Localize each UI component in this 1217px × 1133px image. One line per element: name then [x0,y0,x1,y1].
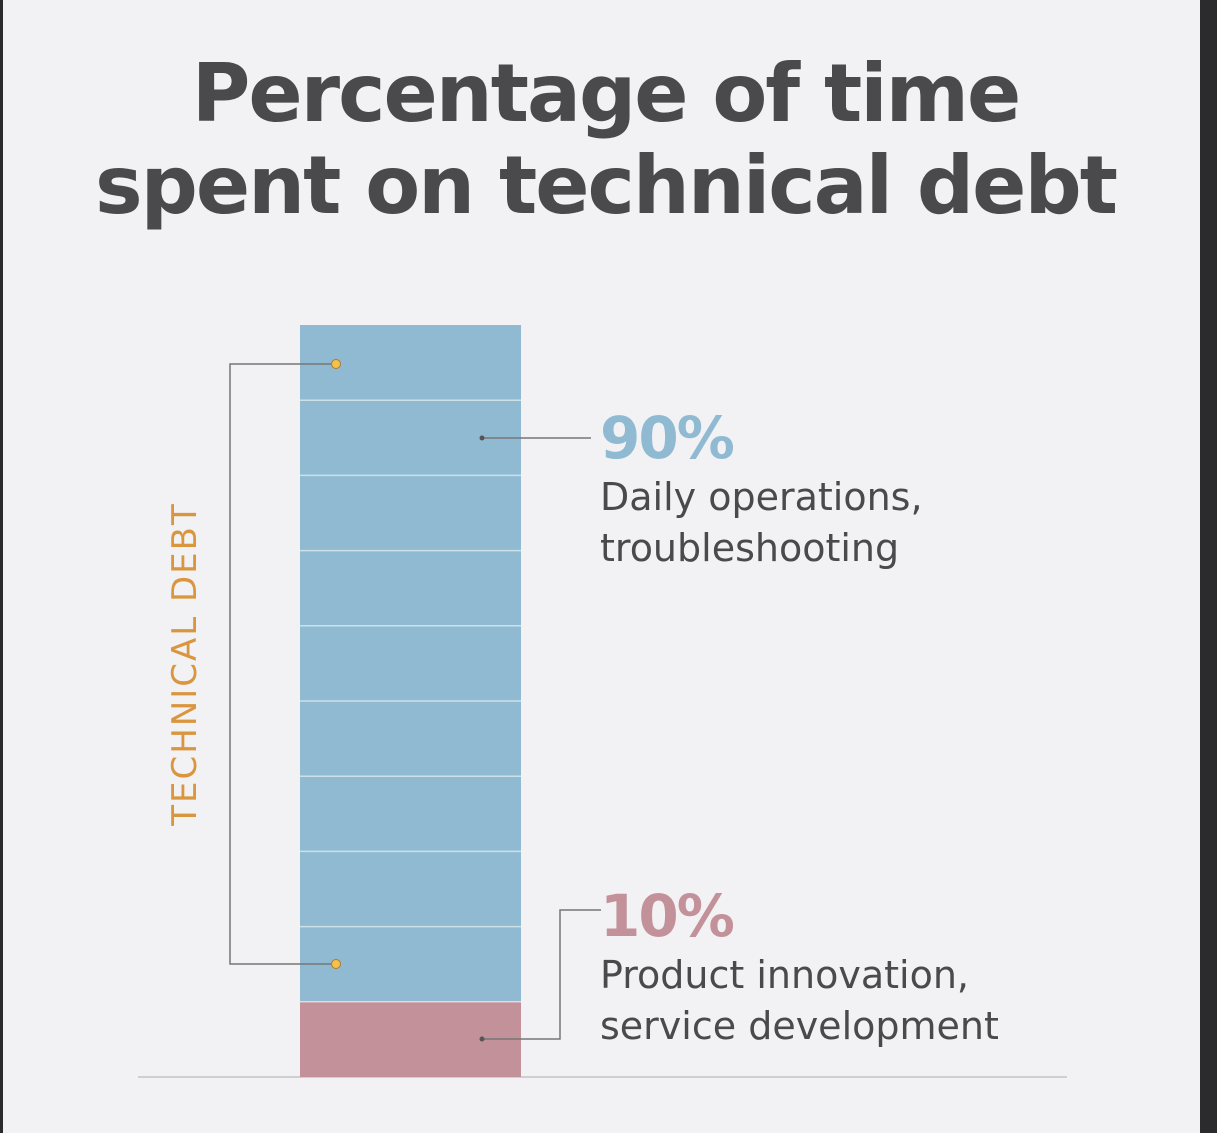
stacked-bar-chart: TECHNICAL DEBT 90% Daily operations, tro… [138,325,1067,1078]
chart-title: Percentage of time spent on technical de… [3,48,1208,232]
segment-description-10-line-1: Product innovation, [600,953,969,997]
chart-card: Percentage of time spent on technical de… [3,0,1200,1133]
title-line-2: spent on technical debt [95,139,1118,232]
segment-value-label-90: 90% [600,404,734,472]
bracket-dot-bottom [331,959,341,969]
title-line-1: Percentage of time [191,47,1021,140]
leader-line-10 [482,909,601,1040]
bracket-dot-top [331,359,341,369]
segment-description-90-line-1: Daily operations, [600,475,923,519]
segment-description-10-line-2: service development [600,1004,999,1048]
segment-value-label-10: 10% [600,882,734,950]
leader-dot-90 [479,435,485,441]
technical-debt-label: TECHNICAL DEBT [165,502,205,827]
segment-description-90-line-2: troubleshooting [600,526,899,570]
bar-segment-90pct [300,325,521,1002]
bar-gridlines [300,399,521,1003]
technical-debt-bracket [229,363,336,965]
leader-dot-10 [479,1036,485,1042]
